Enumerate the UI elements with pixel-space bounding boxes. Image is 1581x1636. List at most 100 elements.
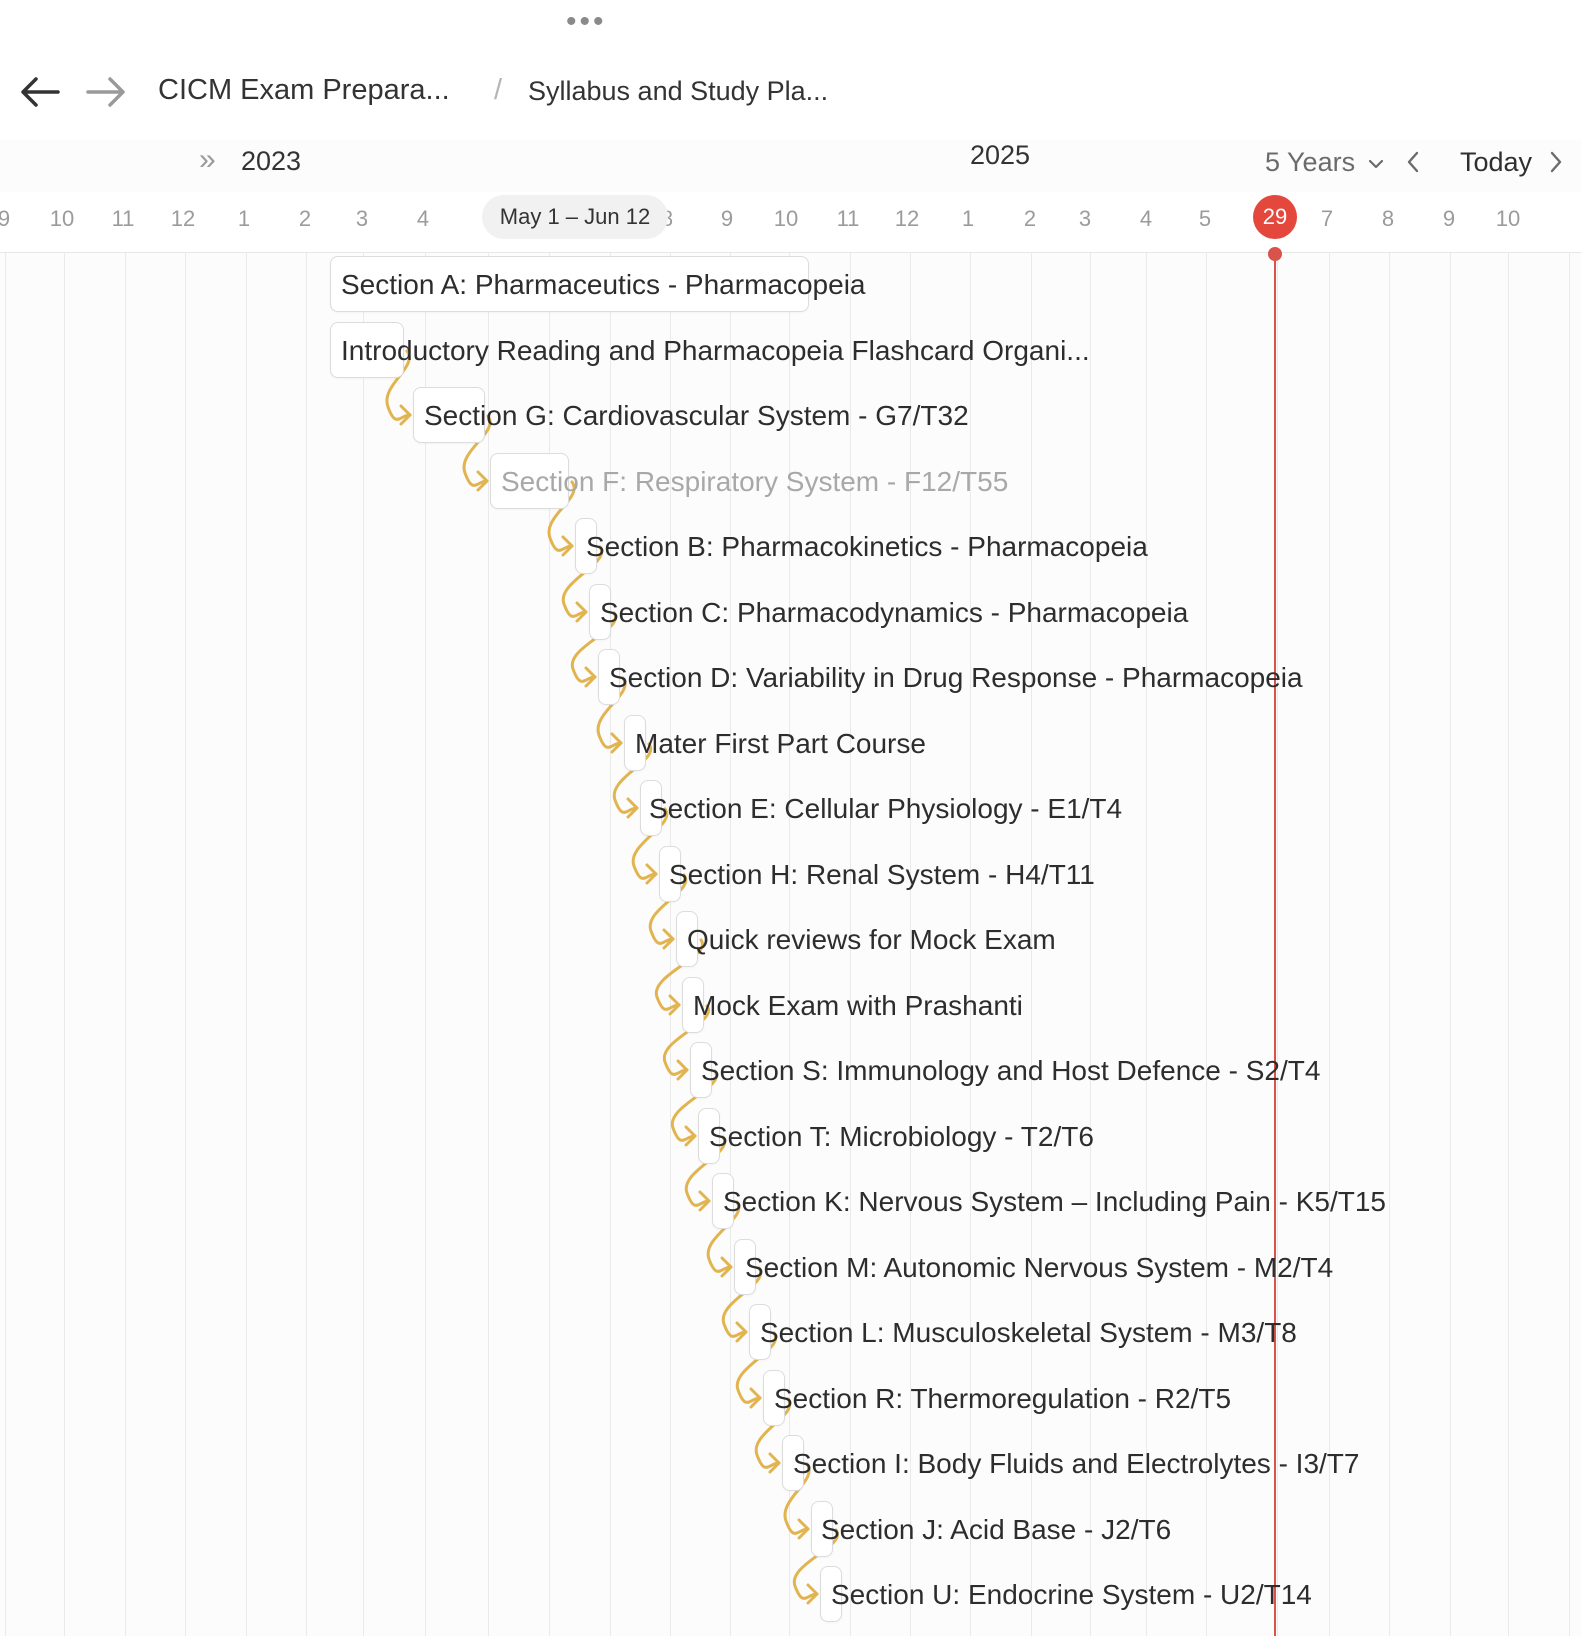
year-label-left: 2023: [241, 146, 302, 176]
next-period-button[interactable]: [1548, 150, 1564, 181]
task-bar[interactable]: [690, 1042, 712, 1098]
task-bar[interactable]: [749, 1304, 771, 1360]
forward-button[interactable]: [84, 72, 128, 112]
dependency-arrow: [596, 676, 627, 749]
dependency-arrowhead-icon: [806, 1583, 819, 1605]
task-bar[interactable]: [413, 387, 485, 443]
task-bar[interactable]: [712, 1173, 734, 1229]
task-label: Section K: Nervous System – Including Pa…: [723, 1186, 1386, 1217]
month-label: 2: [1023, 206, 1037, 231]
task-bar[interactable]: [811, 1501, 833, 1557]
selected-range-pill[interactable]: May 1 – Jun 12: [482, 195, 668, 239]
grid-line: [363, 253, 364, 1636]
dependency-arrow: [385, 349, 412, 421]
task-label: Mater First Part Course: [635, 728, 926, 759]
grid-line: [1329, 253, 1330, 1636]
range-select[interactable]: 5 Years: [1265, 147, 1385, 178]
month-label: 3: [355, 206, 369, 231]
task-label: Quick reviews for Mock Exam: [687, 924, 1056, 955]
task-label: Section H: Renal System - H4/T11: [669, 859, 1095, 890]
dependency-arrowhead-icon: [684, 1125, 697, 1147]
grid-line: [306, 253, 307, 1636]
dependency-arrowhead-icon: [575, 601, 588, 623]
dependency-arrowhead-icon: [476, 470, 489, 492]
chevron-right-icon: [1550, 151, 1562, 173]
top-bar: ••• CICM Exam Prepara... / Syllabus and …: [0, 0, 1581, 177]
dependency-arrow: [792, 1528, 840, 1600]
dependency-arrowhead-icon: [749, 1387, 762, 1409]
today-button[interactable]: Today: [1460, 147, 1533, 177]
month-label: 7: [1320, 206, 1334, 231]
month-label: 1: [237, 206, 251, 231]
dependency-arrow: [721, 1266, 763, 1338]
month-label: 12: [170, 206, 196, 231]
task-label: Section T: Microbiology - T2/T6: [709, 1121, 1094, 1152]
task-bar[interactable]: [624, 715, 646, 771]
task-bar[interactable]: [589, 584, 611, 640]
task-bar[interactable]: [330, 256, 809, 312]
grid-line: [1450, 253, 1451, 1636]
month-label: 12: [894, 206, 920, 231]
task-label: Section E: Cellular Physiology - E1/T4: [649, 793, 1123, 824]
month-label: 11: [111, 206, 135, 231]
task-label: Section D: Variability in Drug Response …: [609, 662, 1303, 693]
task-bar[interactable]: [676, 911, 698, 967]
dependency-arrow: [754, 1397, 792, 1469]
range-select-label: 5 Years: [1265, 147, 1356, 177]
task-bar[interactable]: [490, 453, 569, 509]
chevron-left-icon: [1407, 151, 1419, 173]
dependency-arrow: [684, 1135, 727, 1207]
double-chevron-icon[interactable]: »: [199, 143, 216, 176]
month-label: 5: [1198, 206, 1212, 231]
dependency-arrowhead-icon: [735, 1321, 748, 1343]
timeline-grid: [0, 253, 1581, 1636]
month-label: 4: [416, 206, 430, 231]
task-label: Introductory Reading and Pharmacopeia Fl…: [341, 335, 1090, 366]
grid-line: [64, 253, 65, 1636]
arrow-right-icon: [86, 77, 125, 107]
breadcrumb-parent[interactable]: CICM Exam Prepara...: [158, 74, 450, 106]
month-label: 11: [836, 206, 860, 231]
grid-line: [970, 253, 971, 1636]
task-bar[interactable]: [330, 322, 404, 378]
grid-line: [910, 253, 911, 1636]
dependency-arrow: [631, 807, 669, 880]
grid-line: [730, 253, 731, 1636]
grid-line: [246, 253, 247, 1636]
month-label: 9: [0, 206, 11, 231]
task-bar[interactable]: [698, 1108, 720, 1164]
dependency-arrowhead-icon: [610, 732, 623, 754]
more-options-icon[interactable]: •••: [566, 5, 607, 38]
task-bar[interactable]: [734, 1239, 756, 1295]
grid-line: [1146, 253, 1147, 1636]
task-bar[interactable]: [640, 780, 662, 836]
dependency-arrowhead-icon: [768, 1452, 781, 1474]
back-button[interactable]: [18, 72, 62, 112]
prev-period-button[interactable]: [1405, 150, 1421, 181]
grid-line: [789, 253, 790, 1636]
grid-line: [425, 253, 426, 1636]
task-label: Section A: Pharmaceutics - Pharmacopeia: [341, 269, 866, 300]
task-bar[interactable]: [598, 649, 620, 705]
month-label: 9: [720, 206, 734, 231]
dependency-arrow: [570, 611, 618, 683]
breadcrumb-current[interactable]: Syllabus and Study Pla...: [528, 76, 829, 106]
dependency-arrowhead-icon: [698, 1190, 711, 1212]
dependency-arrow: [735, 1331, 778, 1404]
today-date-badge: 29: [1253, 195, 1297, 239]
task-bar[interactable]: [682, 977, 704, 1033]
month-label: 1: [961, 206, 975, 231]
task-bar[interactable]: [782, 1435, 804, 1491]
task-bar[interactable]: [575, 518, 597, 574]
task-bar[interactable]: [763, 1370, 785, 1426]
grid-line: [125, 253, 126, 1636]
grid-line: [1389, 253, 1390, 1636]
task-label: Section L: Musculoskeletal System - M3/T…: [760, 1317, 1297, 1348]
dependency-arrowhead-icon: [797, 1518, 810, 1540]
task-label: Mock Exam with Prashanti: [693, 990, 1023, 1021]
task-bar[interactable]: [820, 1566, 842, 1622]
task-bar[interactable]: [659, 846, 681, 902]
dependency-arrow: [648, 873, 688, 945]
grid-line: [549, 253, 550, 1636]
dependency-arrow: [547, 480, 576, 552]
